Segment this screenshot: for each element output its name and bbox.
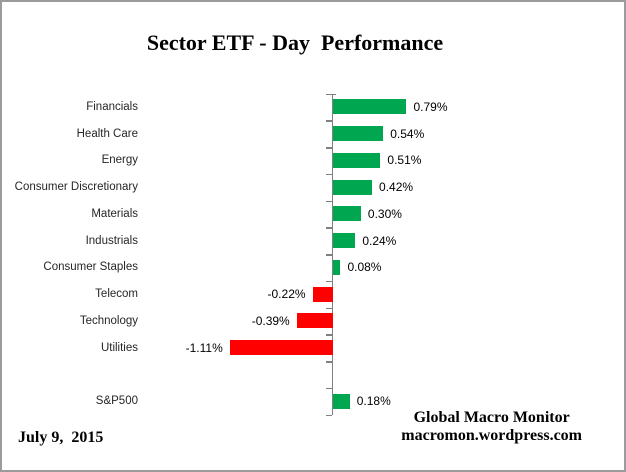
bar [333,206,361,222]
axis-tick [326,361,332,363]
axis-tick [326,307,332,309]
bar [333,179,373,195]
category-label: Utilities [100,341,138,354]
axis-tick [326,227,332,229]
value-label: 0.08% [347,260,382,275]
axis-tick [326,334,332,336]
source-attribution: Global Macro Monitor macromon.wordpress.… [401,409,582,444]
axis-tick [326,120,332,122]
value-label: -0.22% [267,287,306,302]
value-label: -1.11% [185,340,223,355]
axis-tick [326,173,332,176]
value-label: -0.39% [251,313,290,328]
bar [296,313,333,329]
bar [229,340,333,356]
date-label: July 9, 2015 [18,429,104,446]
bar [333,126,384,142]
category-label: Consumer Discretionary [14,181,138,194]
axis-tick [326,280,332,283]
category-label: Industrials [85,234,138,247]
axis-tick [326,93,336,95]
axis-tick [326,254,332,256]
bar [333,152,381,168]
value-label: 0.51% [387,153,422,168]
category-label: Telecom [95,288,138,301]
value-label: 0.18% [356,394,391,409]
category-label: S&P500 [95,395,138,408]
category-label: Health Care [76,127,138,140]
axis-tick [326,387,332,390]
source-url: macromon.wordpress.com [401,426,582,444]
category-label: Materials [91,207,138,220]
bar [333,393,350,409]
value-label: 0.24% [362,233,397,248]
value-label: 0.42% [379,180,414,195]
category-label: Consumer Staples [43,261,138,274]
source-name: Global Macro Monitor [413,409,570,426]
bar [333,233,356,249]
category-label: Energy [101,154,138,167]
bar [312,286,333,302]
value-label: 0.79% [413,99,448,114]
category-label: Technology [79,314,138,327]
axis-tick [326,147,332,149]
bar [333,99,407,115]
chart-title: Sector ETF - Day Performance [146,30,444,55]
bar [333,259,341,275]
category-label: Financials [86,100,138,113]
axis-tick [326,414,332,416]
value-label: 0.30% [367,206,402,221]
axis-line [331,93,333,415]
axis-tick [326,200,332,202]
value-label: 0.54% [390,126,425,141]
